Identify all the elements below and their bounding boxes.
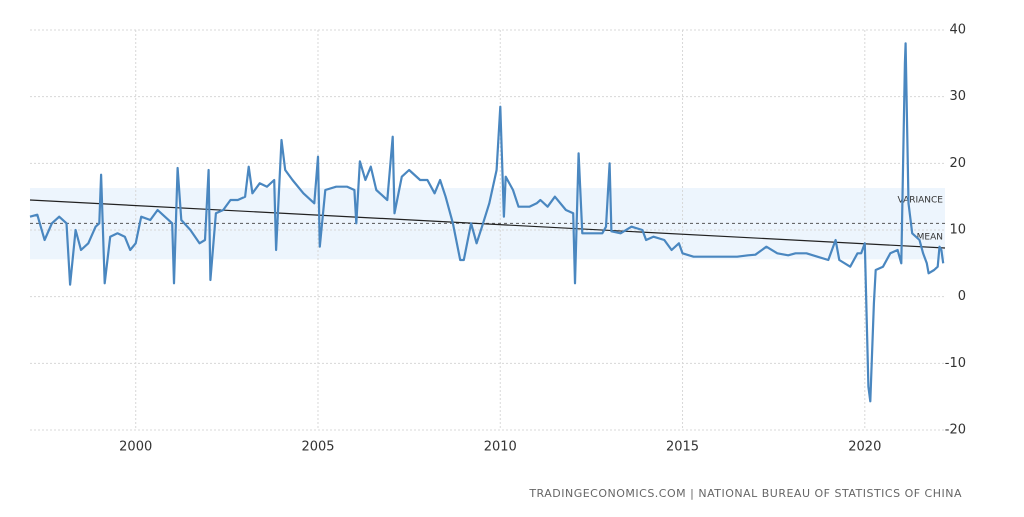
- data-line: [29, 42, 945, 403]
- y-tick-label: 10: [949, 223, 966, 238]
- mean-label: MEAN: [917, 233, 943, 243]
- x-tick-label: 2010: [484, 440, 517, 455]
- y-tick-label: -20: [945, 423, 966, 438]
- y-tick-label: 40: [949, 23, 966, 38]
- y-tick-label: 0: [958, 289, 966, 304]
- x-tick-label: 2005: [301, 440, 334, 455]
- y-tick-label: -10: [945, 356, 966, 371]
- x-tick-label: 2000: [119, 440, 152, 455]
- y-tick-label: 20: [949, 156, 966, 171]
- x-tick-label: 2020: [848, 440, 881, 455]
- variance-label: VARIANCE: [897, 196, 943, 206]
- x-tick-label: 2015: [666, 440, 699, 455]
- y-tick-label: 30: [949, 89, 966, 104]
- source: TRADINGECONOMICS.COM | NATIONAL BUREAU O…: [528, 487, 962, 500]
- trend-line: [29, 199, 946, 249]
